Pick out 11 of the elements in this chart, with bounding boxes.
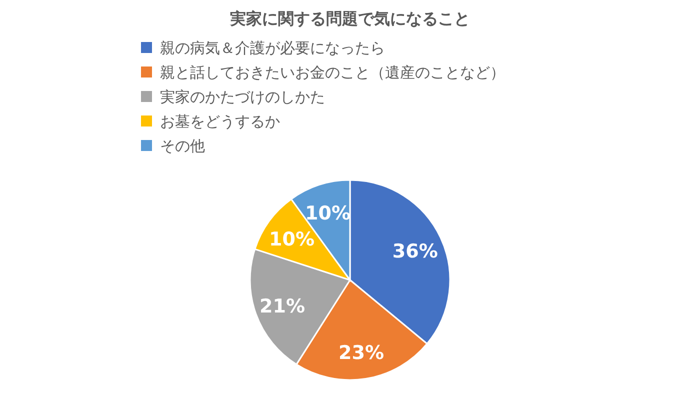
legend-label: 親の病気＆介護が必要になったら — [160, 39, 385, 57]
data-label: 36% — [392, 240, 438, 262]
legend-label: 実家のかたづけのしかた — [160, 88, 325, 106]
data-label: 21% — [260, 295, 305, 318]
legend-label: 親と話しておきたいお金のこと（遺産のことなど） — [160, 64, 505, 82]
data-label: 23% — [338, 342, 384, 364]
chart-title: 実家に関する問題で気になること — [229, 9, 470, 28]
data-label: 10% — [305, 202, 350, 225]
legend-label: その他 — [160, 137, 205, 155]
data-label: 10% — [269, 228, 314, 251]
legend-label: お墓をどうするか — [160, 112, 280, 130]
